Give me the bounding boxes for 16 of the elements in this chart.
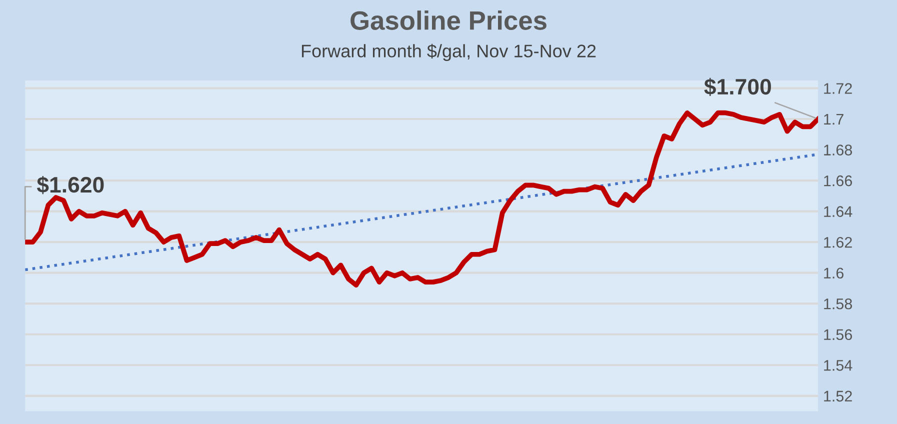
chart-subtitle: Forward month $/gal, Nov 15-Nov 22 — [302, 44, 596, 61]
y-tick-label: 1.54 — [824, 360, 852, 371]
annotation: $1.700 — [704, 78, 771, 96]
y-tick-label: 1.52 — [824, 390, 852, 402]
y-tick-label: 1.56 — [824, 329, 852, 340]
y-tick-label: 1.58 — [824, 298, 852, 310]
y-tick-label: 1.68 — [824, 144, 852, 156]
y-tick-label: 1.64 — [824, 206, 852, 217]
line-series — [25, 110, 818, 288]
y-tick-label: 1.66 — [824, 175, 852, 186]
annotation: $1.620 — [36, 176, 104, 194]
y-tick-label: 1.7 — [824, 114, 844, 125]
y-tick-label: 1.72 — [824, 83, 852, 94]
y-tick-label: 1.6 — [824, 268, 844, 279]
chart-title: Gasoline Prices — [350, 10, 546, 30]
y-tick-label: 1.62 — [824, 236, 852, 248]
